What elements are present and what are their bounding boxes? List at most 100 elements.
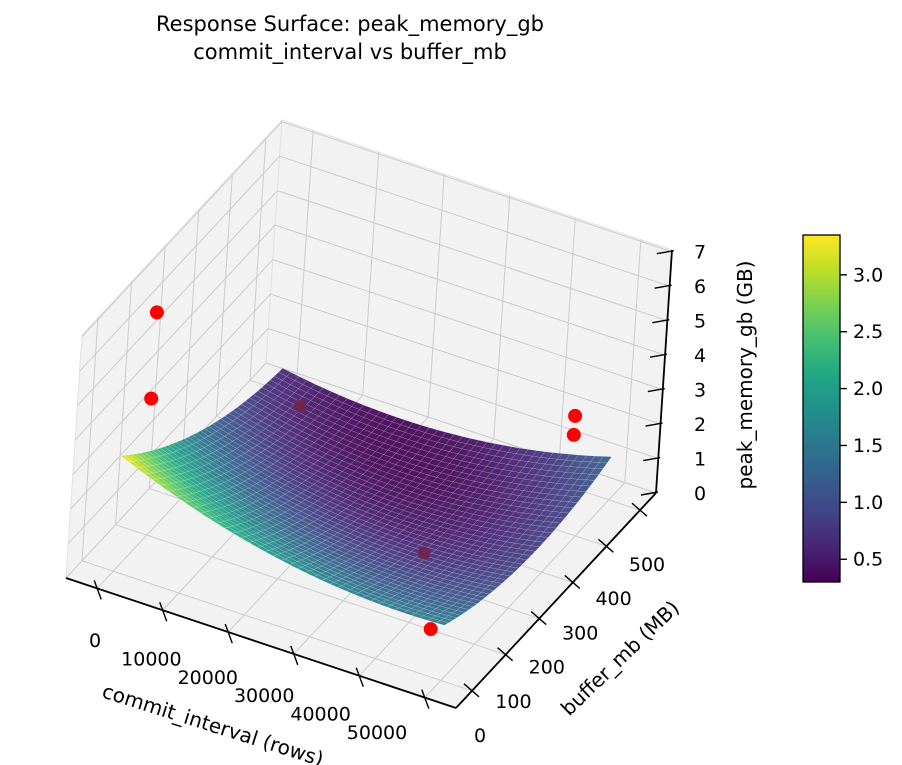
z-tick [645,422,663,427]
y-tick [631,502,648,517]
grid-line-z-left [81,121,283,338]
surface-cell [513,558,528,565]
grid-line-z-right [268,328,659,460]
x-tick-label: 10000 [121,648,181,670]
z-tick [652,318,670,324]
colorbar-tick-label: 2.0 [853,378,883,400]
x-tick [93,580,102,600]
x-tick [224,623,233,644]
surface-cell [522,549,536,556]
y-tick-label: 200 [529,657,565,679]
z-tick [647,387,665,393]
surface-cell [581,479,595,487]
chart-title-line2: commit_interval vs buffer_mb [193,40,507,65]
y-tick-label: 0 [474,725,486,747]
surface-cell [572,490,587,498]
grid-line-z-right [272,259,663,391]
y-axis-title: buffer_mb (MB) [556,596,684,721]
surface-cell [538,531,553,538]
surface-cell [568,496,583,503]
surface-cell [560,506,574,514]
grid-line-z-right [279,155,670,287]
z-tick [656,250,675,255]
x-tick [290,645,299,666]
grid-line-y-wall [148,245,166,489]
grid-line-y-wall [182,209,200,453]
grid-line-z-left [79,155,280,372]
grid-line-z-left [67,328,269,544]
surface-cell [464,601,478,607]
y-tick [564,574,581,589]
z-axis-spine [655,249,673,494]
z-tick-label: 6 [694,276,706,298]
z-tick-label: 7 [694,242,706,264]
z-tick-label: 5 [694,311,706,333]
grid-line-x-wall [624,239,642,483]
grid-line-y-wall [249,137,267,381]
x-tick [355,667,364,688]
scatter-point [417,546,431,560]
y-tick [530,611,547,626]
x-tick-label: 40000 [290,704,350,726]
grid-line-x-wall [427,174,445,418]
z-tick [654,284,672,289]
z-tick [649,353,668,358]
surface-cell [459,604,474,610]
surface-cell [530,540,545,548]
x-tick-label: 0 [89,630,101,652]
x-axis-spine [65,577,457,709]
y-tick-label: 100 [495,691,531,713]
grid-line-z-right [274,224,666,356]
grid-line-y-wall [115,281,133,525]
x-tick-label: 30000 [234,685,294,707]
y-tick [597,538,614,553]
colorbar-tick-label: 0.5 [853,549,883,571]
x-tick-label: 50000 [347,722,407,744]
scatter-point [149,305,164,320]
surface-mesh [120,367,613,626]
scatter-point [293,399,307,413]
y-tick [463,683,480,698]
grid-line-x-wall [296,130,314,374]
scatter-point [566,427,581,442]
surface-cell [577,485,591,492]
z-tick-label: 4 [694,345,706,367]
z-tick-label: 2 [694,414,706,436]
surface-cell [435,620,450,626]
axis-spines [65,249,673,709]
z-tick-label: 3 [694,380,706,402]
grid-line-z-left [72,259,274,475]
z-tick-label: 0 [694,483,706,505]
grid-line-y-wall [81,317,99,561]
chart-title-line1: Response Surface: peak_memory_gb [156,12,544,37]
scatter-point [144,391,159,406]
grid-line-y-floor [115,524,506,656]
grid-line-z-right [270,293,661,425]
x-tick-label: 20000 [178,667,238,689]
y-tick-label: 500 [629,554,665,576]
colorbar: 0.5 1.0 1.5 2.0 2.5 3.0 [802,234,883,583]
y-tick-label: 400 [595,588,631,610]
grid-line-x-wall [493,195,511,439]
grid-line-z-right [277,190,668,322]
colorbar-tick-label: 3.0 [853,264,883,286]
z-tick [640,491,659,496]
scatter-group [144,305,583,637]
grid-line-x-floor [424,482,626,698]
y-tick-label: 300 [562,622,598,644]
surface-cell [488,581,503,588]
grid-line-y-wall [215,173,233,417]
surface-cell [456,607,470,613]
scatter-point [568,408,583,423]
x-tick [421,689,430,709]
surface-cell [501,570,515,577]
colorbar-tick-label: 2.5 [853,321,883,343]
grid-line-y-floor [81,560,473,692]
y-tick [497,647,514,662]
colorbar-tick-label: 1.0 [853,492,883,514]
x-tick [159,601,168,622]
colorbar-tick-label: 1.5 [853,435,883,457]
